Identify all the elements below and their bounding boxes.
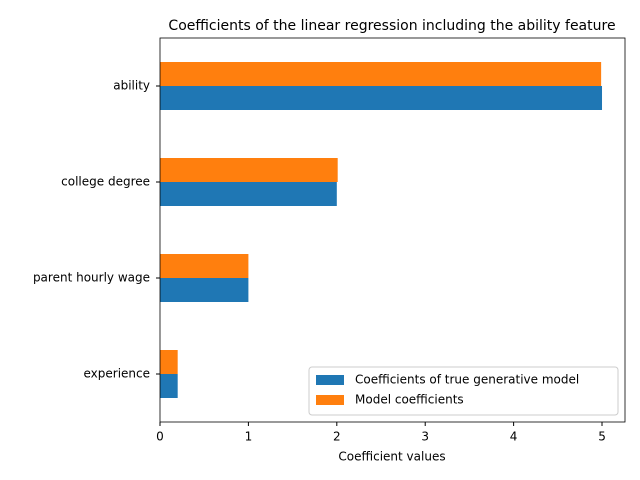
bar <box>160 350 178 374</box>
legend-swatch <box>316 375 344 385</box>
y-tick-label: college degree <box>61 175 150 189</box>
bar <box>160 254 249 278</box>
bar <box>160 374 178 398</box>
y-tick-label: experience <box>83 367 150 381</box>
bar <box>160 86 603 110</box>
x-tick-label: 3 <box>421 430 429 444</box>
legend-swatch <box>316 395 344 405</box>
axes-frame <box>159 37 626 423</box>
bar <box>160 278 249 302</box>
x-tick-label: 2 <box>333 430 341 444</box>
bar <box>160 158 338 182</box>
y-tick-label: parent hourly wage <box>33 271 150 285</box>
x-tick-label: 5 <box>598 430 606 444</box>
chart-title: Coefficients of the linear regression in… <box>168 18 615 34</box>
x-tick-label: 1 <box>245 430 253 444</box>
x-tick-label: 0 <box>156 430 164 444</box>
bar <box>160 62 602 86</box>
legend-label: Coefficients of true generative model <box>355 373 579 387</box>
bar <box>160 182 337 206</box>
legend: Coefficients of true generative model Mod… <box>308 366 619 416</box>
x-tick-label: 4 <box>510 430 518 444</box>
y-tick-label: ability <box>113 79 150 93</box>
x-axis-label: Coefficient values <box>338 450 445 464</box>
legend-label: Model coefficients <box>355 393 464 407</box>
legend-box <box>308 366 619 416</box>
